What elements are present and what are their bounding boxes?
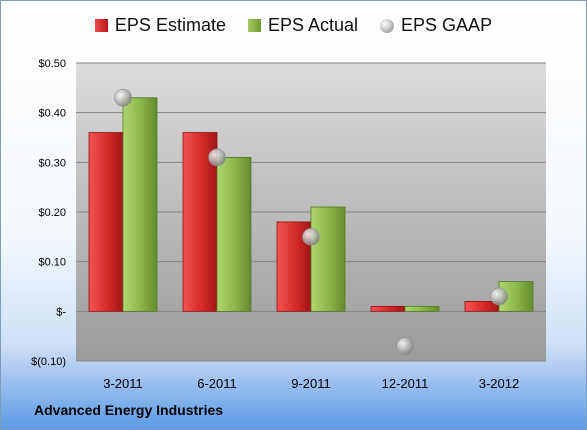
legend-label-eps-estimate: EPS Estimate (114, 15, 226, 35)
legend-swatch-eps-actual (247, 19, 261, 32)
y-tick-label: $0.10 (38, 257, 66, 269)
x-tick-label: 12-2011 (382, 376, 429, 391)
x-tick-label: 3-2011 (103, 376, 143, 391)
y-tick-label: $0.20 (38, 207, 66, 219)
legend-item-eps-actual: EPS Actual (247, 15, 359, 36)
bar-eps-estimate (182, 132, 218, 312)
bar-eps-actual (122, 97, 158, 312)
legend-swatch-eps-estimate (94, 19, 108, 32)
legend-item-eps-gaap: EPS GAAP (380, 15, 492, 36)
bar-eps-estimate (88, 132, 124, 312)
legend-swatch-eps-gaap (380, 18, 395, 33)
bar-eps-actual (310, 206, 346, 312)
bar-eps-actual (216, 156, 252, 312)
x-tick-label: 6-2011 (197, 376, 237, 391)
y-tick-label: $0.40 (38, 108, 66, 120)
marker-eps-gaap (114, 88, 132, 107)
legend-item-eps-estimate: EPS Estimate (94, 15, 226, 36)
marker-eps-gaap (490, 287, 508, 306)
company-name: Advanced Energy Industries (34, 402, 224, 418)
chart-legend: EPS Estimate EPS Actual EPS GAAP (1, 15, 586, 36)
marker-eps-gaap (396, 337, 414, 355)
x-tick-label: 3-2012 (479, 376, 519, 391)
y-tick-label: $- (56, 306, 66, 318)
y-tick-label: $0.30 (38, 157, 66, 169)
marker-eps-gaap (208, 148, 226, 167)
legend-label-eps-gaap: EPS GAAP (401, 15, 493, 35)
y-tick-label: $0.50 (38, 58, 66, 70)
legend-label-eps-actual: EPS Actual (267, 15, 359, 35)
bar-eps-estimate (370, 305, 406, 312)
y-tick-label: $(0.10) (31, 356, 66, 368)
x-tick-label: 9-2011 (291, 376, 331, 391)
marker-eps-gaap (302, 228, 320, 246)
bar-eps-actual (404, 305, 440, 312)
